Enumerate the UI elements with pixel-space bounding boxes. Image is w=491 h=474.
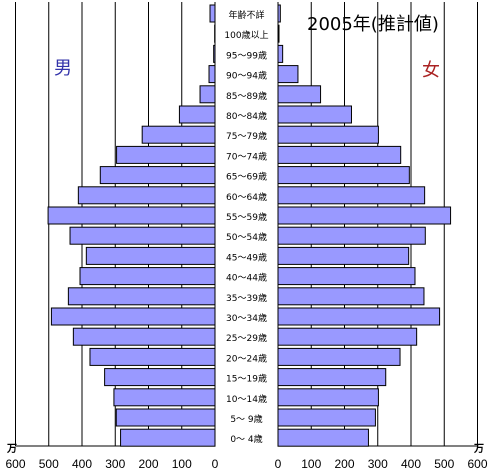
right-unit-label: 万 — [473, 443, 484, 455]
bar-male-2 — [213, 44, 216, 63]
bar-male-15 — [50, 307, 216, 326]
bar-male-16 — [72, 327, 216, 346]
bar-female-1 — [277, 24, 280, 43]
bar-male-3 — [208, 65, 216, 84]
bar-male-0 — [209, 4, 216, 23]
bar-male-18 — [104, 368, 216, 387]
bar-female-11 — [277, 226, 426, 245]
chart-title: 2005年(推計値) — [307, 14, 439, 35]
bar-male-6 — [141, 125, 216, 144]
female-tick-label-5: 500 — [434, 457, 454, 471]
age-label-6: 75～79歳 — [226, 130, 267, 142]
age-label-7: 70～74歳 — [226, 150, 267, 162]
age-label-layer: 年齢不詳 100歳以上 95～99歳 90～94歳 85～89歳 80～84歳 75～79歳… — [224, 9, 268, 445]
age-label-11: 50～54歳 — [226, 231, 267, 243]
bar-male-21 — [120, 428, 216, 447]
bar-female-17 — [277, 347, 401, 366]
bar-female-3 — [277, 65, 299, 84]
age-label-5: 80～84歳 — [226, 110, 267, 122]
male-tick-label-3: 300 — [105, 457, 125, 471]
tick-label-layer: 600 500 400 300 200 100 0 0 100 200 300 400 500 600 — [5, 457, 487, 471]
bar-female-21 — [277, 428, 369, 447]
bar-male-11 — [69, 226, 216, 245]
age-label-1: 100歳以上 — [224, 29, 268, 41]
bar-female-19 — [277, 388, 379, 407]
bar-male-13 — [79, 267, 216, 286]
male-tick-label-0: 600 — [5, 457, 25, 471]
bar-male-17 — [89, 347, 216, 366]
age-label-13: 40～44歳 — [226, 272, 267, 284]
age-label-20: 5～ 9歳 — [230, 413, 262, 425]
female-tick-label-6: 600 — [467, 457, 487, 471]
age-label-2: 95～99歳 — [226, 49, 267, 61]
bar-male-14 — [67, 287, 216, 306]
bar-female-10 — [277, 206, 452, 225]
age-label-9: 60～64歳 — [226, 191, 267, 203]
bar-female-14 — [277, 287, 425, 306]
bar-female-2 — [277, 44, 284, 63]
bar-male-5 — [178, 105, 216, 124]
bar-female-5 — [277, 105, 352, 124]
age-label-17: 20～24歳 — [226, 352, 267, 364]
bar-male-4 — [199, 85, 216, 104]
bar-female-0 — [277, 4, 281, 23]
bar-female-6 — [277, 125, 379, 144]
bar-male-19 — [113, 388, 216, 407]
female-tick-label-3: 300 — [368, 457, 388, 471]
bar-male-20 — [115, 408, 216, 427]
female-label: 女 — [422, 60, 440, 81]
bar-female-7 — [277, 145, 402, 164]
bar-male-7 — [116, 145, 216, 164]
female-tick-label-2: 200 — [334, 457, 354, 471]
age-label-4: 85～89歳 — [226, 90, 267, 102]
age-label-16: 25～29歳 — [226, 332, 267, 344]
age-label-19: 10～14歳 — [226, 393, 267, 405]
age-label-15: 30～34歳 — [226, 312, 267, 324]
female-tick-label-4: 400 — [401, 457, 421, 471]
bar-female-8 — [277, 166, 410, 185]
age-label-3: 90～94歳 — [226, 70, 267, 82]
age-label-18: 15～19歳 — [226, 373, 267, 385]
bar-male-10 — [47, 206, 216, 225]
bar-female-18 — [277, 368, 387, 387]
bar-male-9 — [77, 186, 216, 205]
age-label-12: 45～49歳 — [226, 251, 267, 263]
age-label-8: 65～69歳 — [226, 171, 267, 183]
male-tick-label-1: 500 — [39, 457, 59, 471]
male-tick-label-6: 0 — [212, 457, 219, 471]
left-unit-label: 万 — [6, 443, 17, 455]
female-tick-label-1: 100 — [301, 457, 321, 471]
bar-layer — [47, 4, 452, 447]
male-tick-label-5: 100 — [172, 457, 192, 471]
male-label: 男 — [54, 58, 72, 79]
bar-female-4 — [277, 85, 322, 104]
male-tick-label-2: 400 — [72, 457, 92, 471]
male-tick-label-4: 200 — [138, 457, 158, 471]
age-label-21: 0～ 4歳 — [230, 433, 262, 445]
bar-female-16 — [277, 327, 418, 346]
bar-female-13 — [277, 267, 416, 286]
age-label-14: 35～39歳 — [226, 292, 267, 304]
bar-female-15 — [277, 307, 441, 326]
age-label-10: 55～59歳 — [226, 211, 267, 223]
bar-female-20 — [277, 408, 376, 427]
bar-female-9 — [277, 186, 426, 205]
bar-female-12 — [277, 246, 410, 265]
female-tick-label-0: 0 — [275, 457, 282, 471]
bar-male-8 — [99, 166, 216, 185]
age-label-0: 年齢不詳 — [228, 9, 264, 21]
bar-male-12 — [85, 246, 216, 265]
